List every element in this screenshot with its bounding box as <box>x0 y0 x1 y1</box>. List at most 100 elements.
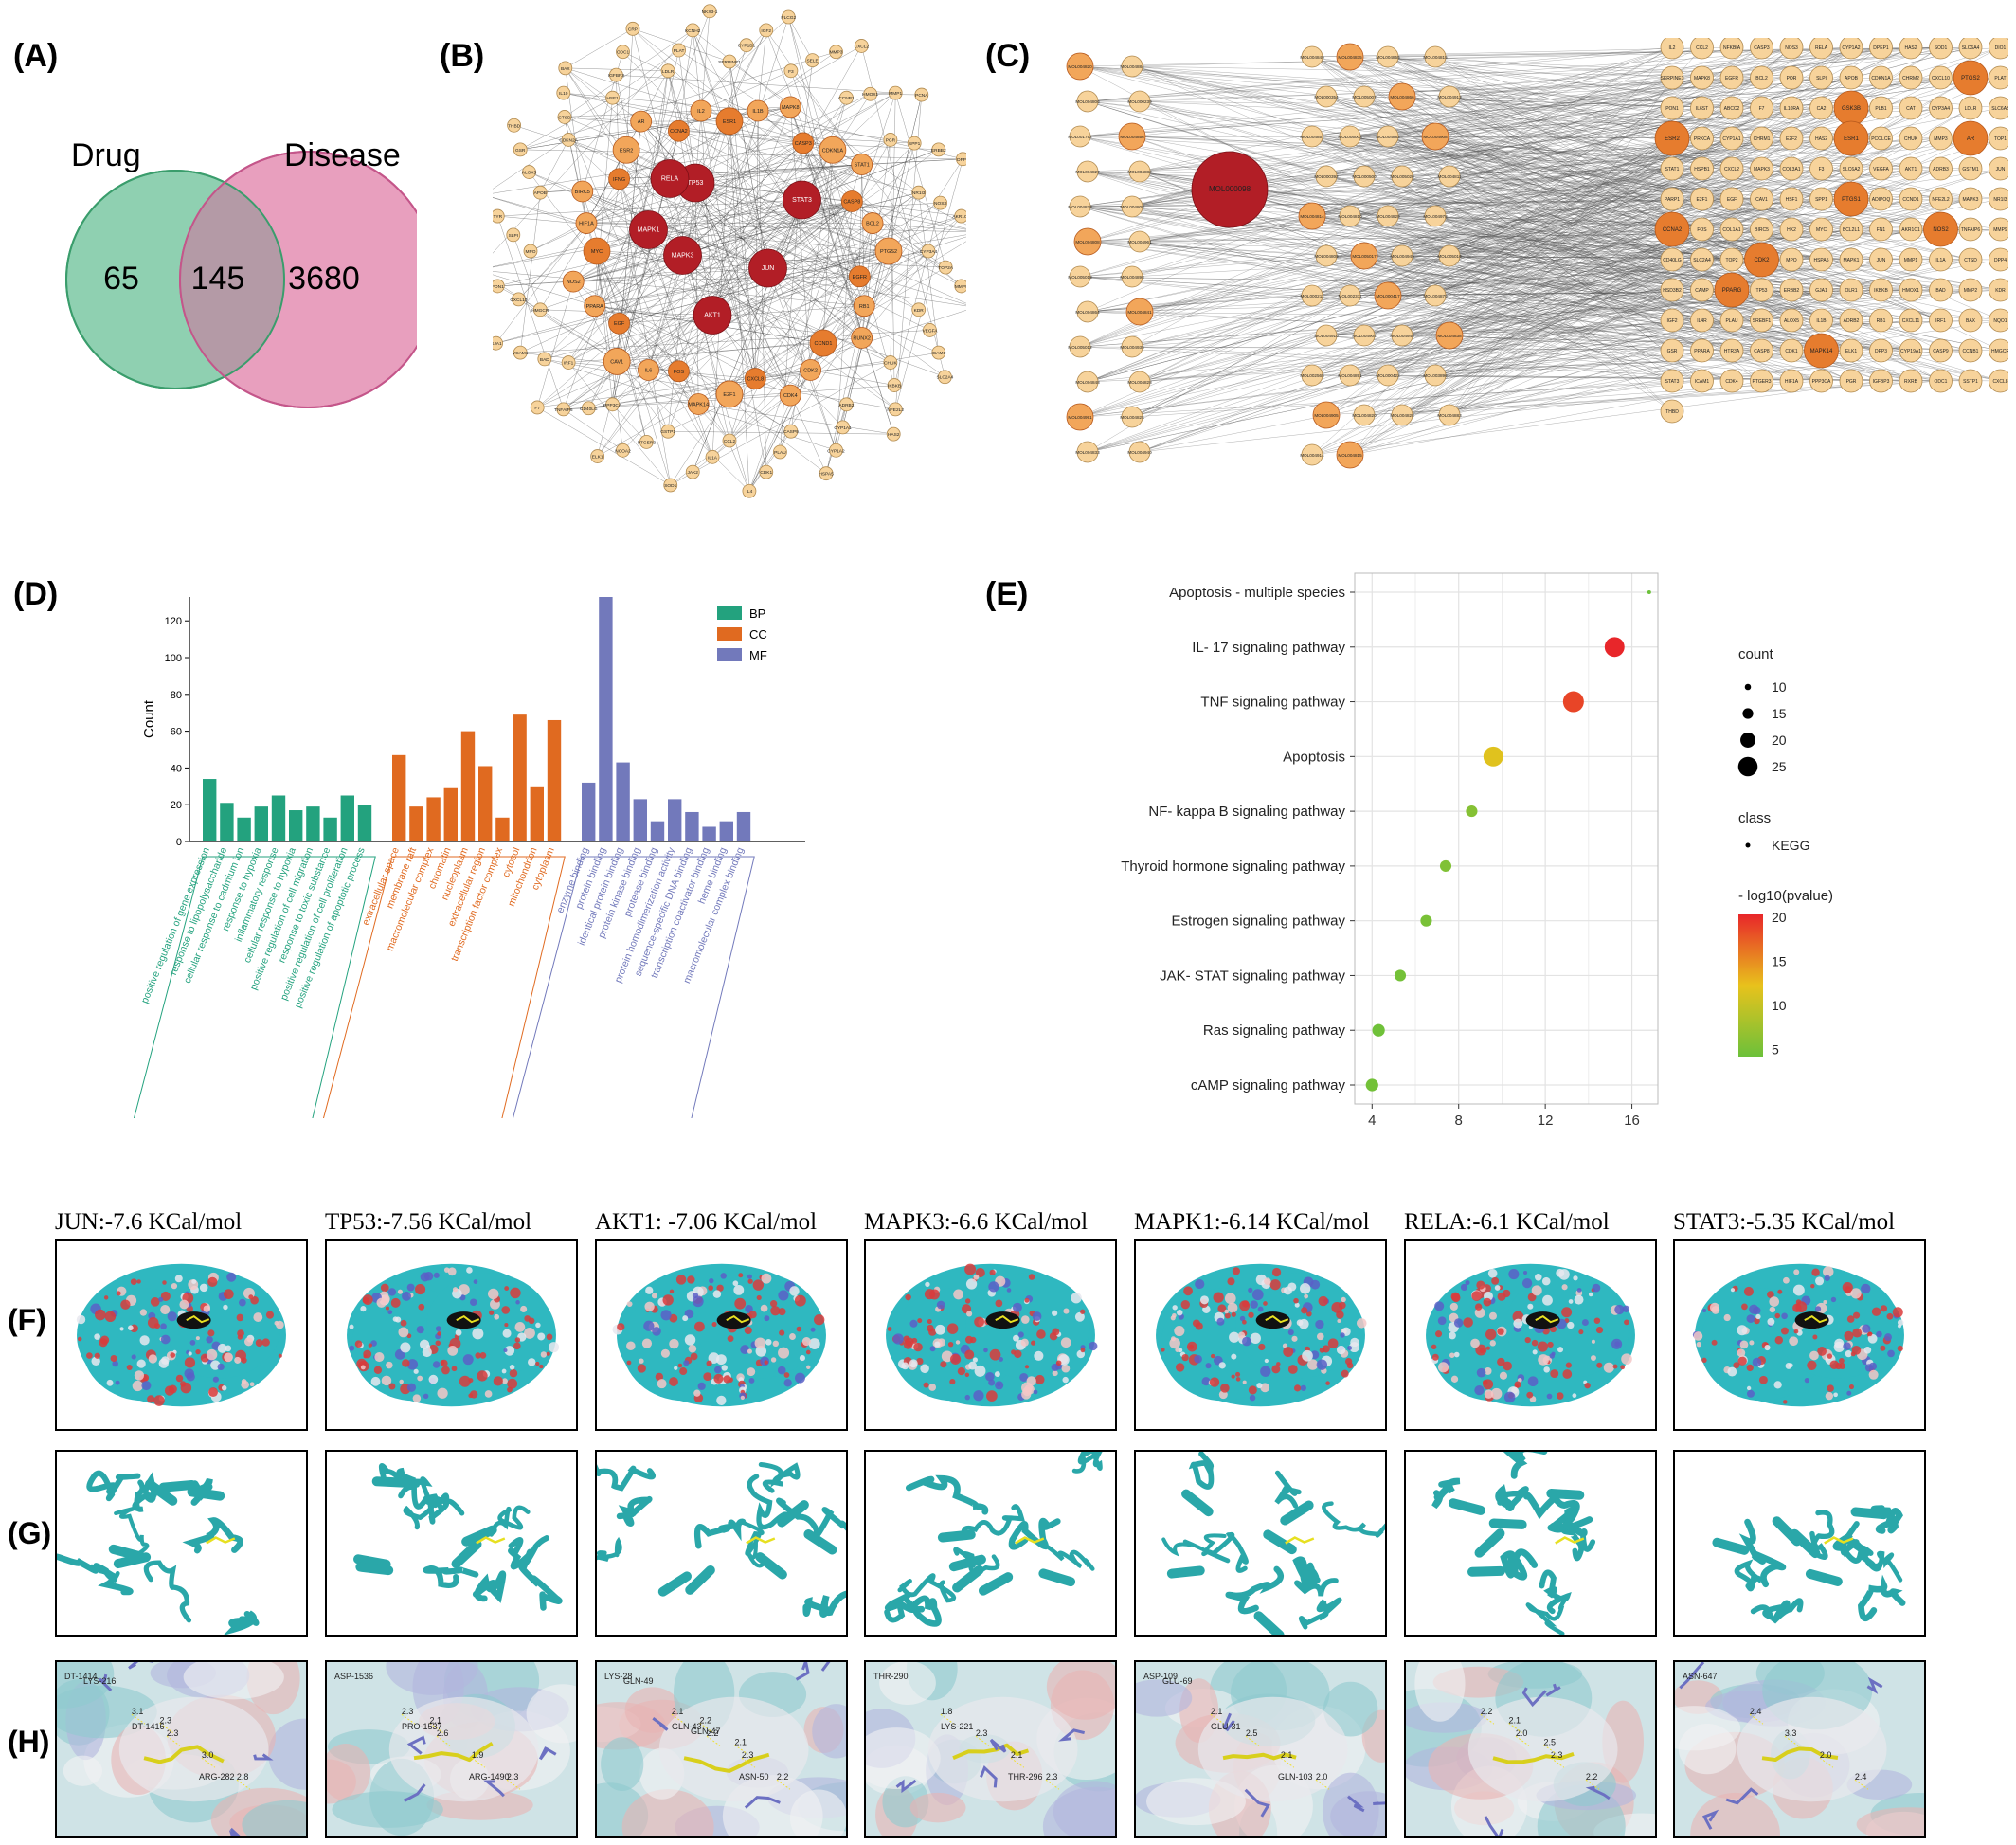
surface-atom <box>1463 1317 1473 1328</box>
surface-atom <box>139 1335 150 1346</box>
ppi-edge <box>493 197 587 224</box>
surface-atom <box>1435 1330 1443 1338</box>
surface-atom <box>199 1283 208 1293</box>
docking-surface-image <box>1156 1263 1367 1407</box>
network-node-circle <box>1869 126 1893 151</box>
network-node-label: MOL004940 <box>1127 450 1152 455</box>
network-node-circle <box>1779 96 1804 120</box>
network-node-mol004811: MOL004811 <box>1438 165 1462 188</box>
ppi-node-circle <box>532 185 548 200</box>
network-node-parp1: PARP1 <box>1660 187 1684 211</box>
bar-bp <box>323 817 337 841</box>
bar-cc <box>392 754 406 841</box>
network-node-circle <box>1719 308 1744 333</box>
network-node-dpp4: DPP4 <box>1989 247 2008 272</box>
compound-target-edge <box>1349 46 1702 456</box>
ppi-node-circle <box>609 67 623 82</box>
ppi-edge <box>594 150 834 306</box>
surface-atom <box>887 1327 892 1331</box>
surface-atom <box>693 1295 704 1308</box>
surface-atom <box>988 1281 999 1293</box>
network-node-label: MOL002311 <box>1339 294 1362 298</box>
ppi-edge <box>729 199 802 442</box>
ppi-edge <box>573 164 862 282</box>
network-node-circle <box>1833 120 1869 156</box>
docking-ribbon-image <box>57 1470 260 1635</box>
residue-sticks <box>253 1753 274 1761</box>
surface-atom <box>703 1372 712 1382</box>
surface-atom <box>1823 1266 1834 1277</box>
ppi-node-nr1i3: NR1I3 <box>911 185 927 200</box>
ppi-edge <box>861 158 963 165</box>
binding-site <box>658 1696 809 1802</box>
ppi-edge <box>888 143 915 252</box>
ppi-edge <box>585 150 627 224</box>
network-node-circle <box>1869 217 1893 242</box>
ppi-edge <box>540 309 713 316</box>
surface-atom <box>752 1279 765 1291</box>
ppi-node-irf1: IRF1 <box>561 355 576 370</box>
docking-surface-panel <box>1673 1239 1926 1431</box>
surface-atom <box>713 1366 722 1374</box>
surface-atom <box>985 1371 995 1382</box>
compound-target-edge <box>1349 228 1792 456</box>
surface-atom <box>255 1339 263 1347</box>
hbond <box>741 1757 756 1768</box>
residue-sticks <box>652 1717 669 1731</box>
ppi-node-circle <box>506 227 521 243</box>
network-node-circle <box>1779 187 1804 211</box>
network-node-mol001792: MOL001792 <box>1068 125 1092 148</box>
ligand <box>143 1745 225 1764</box>
network-node-akr1c1: AKR1C1 <box>1899 217 1923 242</box>
ppi-node-label: IRF1 <box>564 361 574 367</box>
compound-target-edge <box>1363 228 1792 257</box>
surface-atom <box>1793 1329 1799 1334</box>
network-node-circle <box>1069 195 1091 218</box>
compound-target-edge <box>1079 198 1762 208</box>
compound-target-edge <box>1139 137 1792 243</box>
residue-sticks <box>1058 1728 1086 1742</box>
ppi-node-tnfaip6: TNFAIP6 <box>554 402 573 417</box>
surface-atom <box>1248 1311 1254 1318</box>
surface-atom <box>217 1363 225 1371</box>
surface-atom <box>1833 1392 1838 1398</box>
ppi-node-circle <box>931 142 946 157</box>
ppi-edge <box>520 51 837 151</box>
protein-helix <box>1474 1528 1505 1558</box>
surface-atom <box>1814 1306 1822 1312</box>
surface-atom <box>504 1286 510 1292</box>
compound-target-edge <box>1087 289 1971 383</box>
network-node-label: ADIPOQ <box>1872 197 1891 203</box>
protein-ribbon <box>1832 1521 1876 1568</box>
network-node-mol004891: MOL004891 <box>1338 364 1362 387</box>
residue-label: ARG-1490 <box>469 1772 510 1782</box>
ppi-edge <box>790 106 894 435</box>
network-node-slc6a4: SLC6A4 <box>1958 38 1983 60</box>
network-node-label: PPARG <box>1722 288 1742 294</box>
ppi-node-gsr: GSR <box>513 142 528 157</box>
ppi-node-mpo: MPO <box>523 244 538 259</box>
surface-atom <box>712 1290 722 1298</box>
ppi-node-label: IL1B <box>752 109 764 115</box>
surface-atom <box>995 1381 1004 1390</box>
ppi-node-ccna2: CCNA2 <box>668 119 690 142</box>
docking-ribbon-panel <box>595 1450 848 1637</box>
ppi-edge <box>565 67 641 122</box>
compound-target-edge <box>1363 255 1852 382</box>
network-node-label: MOL004884 <box>1120 64 1144 69</box>
venn-disease-only-count: 3680 <box>288 261 360 297</box>
surface-atom <box>740 1395 745 1401</box>
ppi-node-label: ALOX5 <box>522 171 537 176</box>
surface-atom <box>1350 1337 1359 1348</box>
ppi-node-circle <box>921 244 936 259</box>
surface-atom <box>1723 1313 1731 1322</box>
network-node-circle <box>1301 364 1323 387</box>
network-node-label: MOL004910 <box>1314 334 1339 338</box>
network-node-label: IGF2 <box>1666 318 1677 324</box>
compound-target-edge <box>1363 96 1673 291</box>
network-node-gsk3b: GSK3B <box>1833 90 1869 126</box>
surface-atom <box>370 1376 381 1386</box>
network-node-label: OLR1 <box>1845 288 1857 294</box>
protein-ribbon <box>747 1474 790 1530</box>
